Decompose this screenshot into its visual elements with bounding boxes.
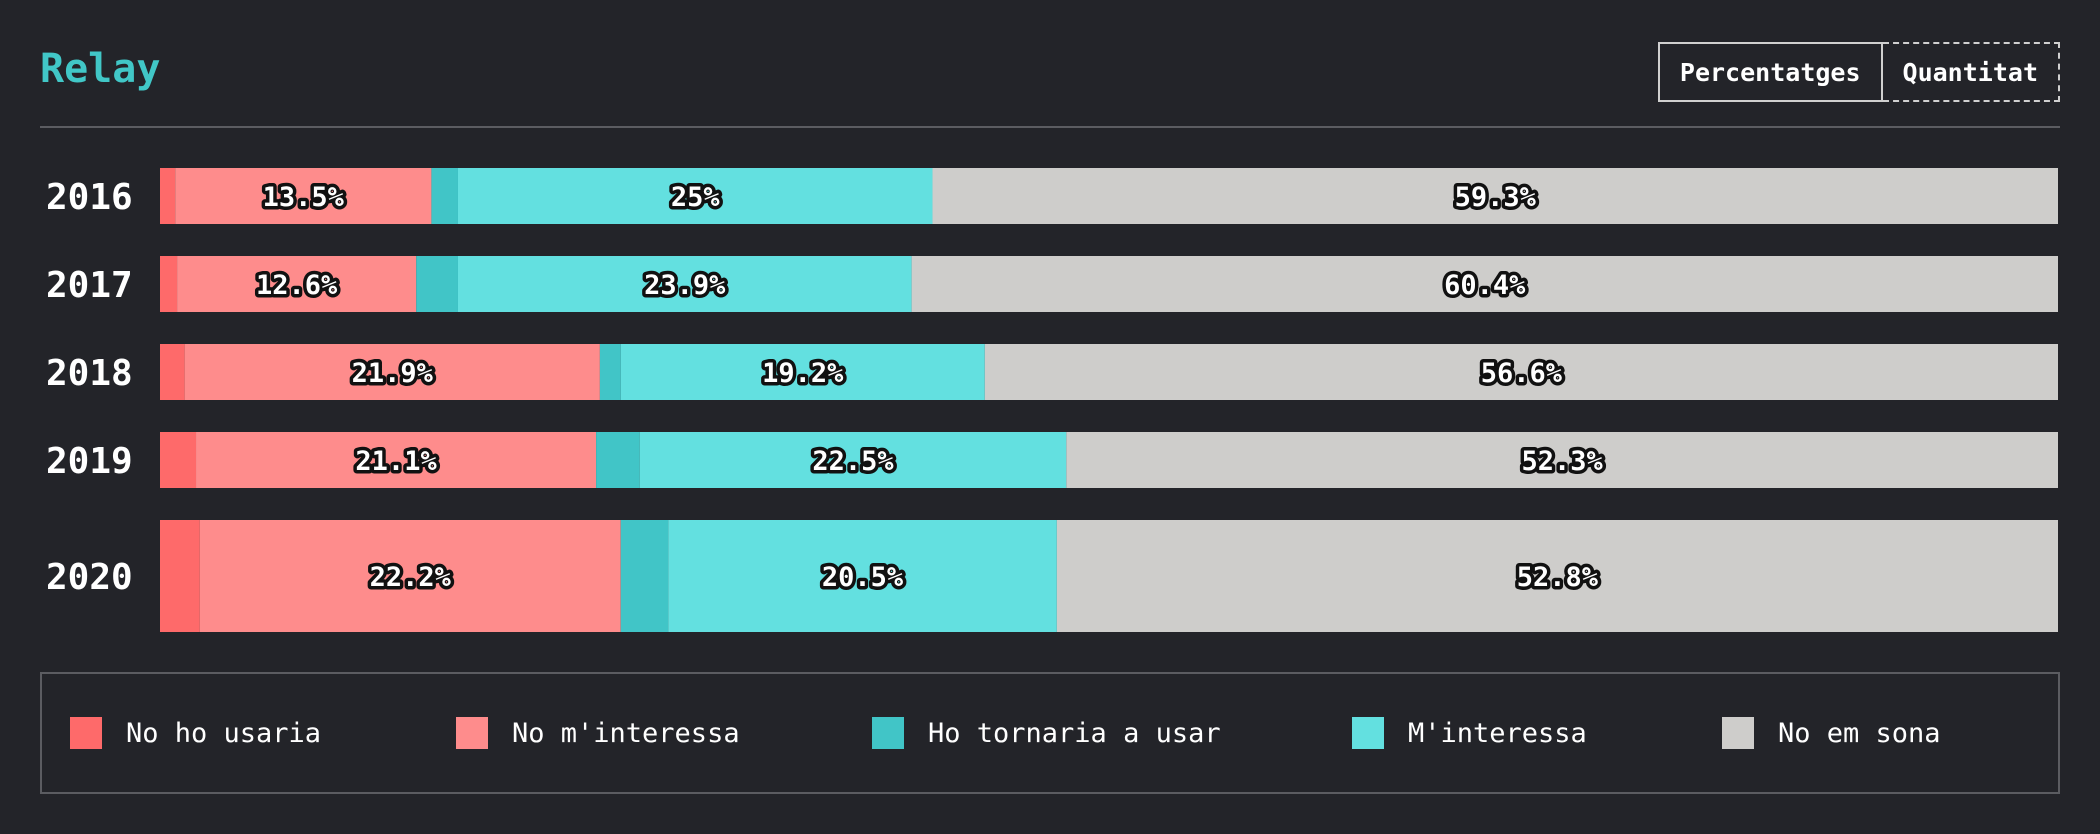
bar-segment-2019-m-interessa[interactable] [639,432,1067,488]
bar-segment-2020-no-em-sona[interactable] [1056,520,2058,632]
bar-segment-2019-no-m-interessa[interactable] [196,432,597,488]
year-label-2019: 2019 [46,441,133,482]
legend: No ho usaria No m'interessa Ho tornaria … [40,672,2060,794]
bar-segment-2017-no-ho-usaria[interactable] [160,256,178,312]
legend-swatch [70,717,102,749]
bar-segment-2020-m-interessa[interactable] [668,520,1057,632]
bar-segment-2018-m-interessa[interactable] [620,344,985,400]
data-label-2020-no-m-interessa: 22.2% [370,562,452,593]
bar-segment-2016-no-ho-usaria[interactable] [160,168,176,224]
percentages-button[interactable]: Percentatges [1657,42,1883,102]
bar-segment-2020-ho-tornaria-a-usar[interactable] [620,520,669,632]
legend-item-ho-tornaria-a-usar[interactable]: Ho tornaria a usar [872,717,1221,749]
quantity-button[interactable]: Quantitat [1882,42,2060,102]
bar-segment-2018-no-ho-usaria[interactable] [160,344,185,400]
data-label-2017-m-interessa: 23.9% [644,270,726,301]
year-label-2018: 2018 [46,353,133,394]
bar-segment-2018-no-m-interessa[interactable] [184,344,600,400]
view-mode-toggle: Percentatges Quantitat [1657,42,2060,102]
year-label-2020: 2020 [46,557,133,598]
data-label-2017-no-m-interessa: 12.6% [256,270,338,301]
legend-label: No ho usaria [126,717,322,749]
legend-label: No m'interessa [512,717,740,749]
legend-swatch [1352,717,1384,749]
bar-segment-2020-no-ho-usaria[interactable] [160,520,200,632]
data-label-2019-no-em-sona: 52.3% [1522,446,1604,477]
bar-segment-2019-no-em-sona[interactable] [1066,432,2058,488]
bar-segment-2020-no-m-interessa[interactable] [199,520,621,632]
legend-item-no-m-interessa[interactable]: No m'interessa [456,717,740,749]
chart-title: Relay [40,46,161,92]
bar-segment-2016-no-m-interessa[interactable] [175,168,432,224]
bar-segment-2018-no-em-sona[interactable] [984,344,2058,400]
bar-segment-2019-no-ho-usaria[interactable] [160,432,197,488]
bar-segment-2017-no-m-interessa[interactable] [177,256,417,312]
data-label-2020-no-em-sona: 52.8% [1517,562,1599,593]
legend-label: M'interessa [1408,717,1587,749]
chart-header: Relay Percentatges Quantitat [40,40,2060,128]
data-label-2019-no-m-interessa: 21.1% [355,446,437,477]
data-label-2020-m-interessa: 20.5% [822,562,904,593]
data-label-2018-no-m-interessa: 21.9% [352,358,434,389]
bar-segment-2016-m-interessa[interactable] [457,168,933,224]
data-label-2016-no-m-interessa: 13.5% [263,182,345,213]
bar-segment-2019-ho-tornaria-a-usar[interactable] [596,432,640,488]
stacked-bar-chart: 2016 13.5% 25% 59.3% 2017 12.6% 23.9% 60.4% 2018… [46,168,2059,632]
year-label-2017: 2017 [46,265,133,306]
data-label-2016-no-em-sona: 59.3% [1455,182,1537,213]
legend-label: Ho tornaria a usar [928,717,1221,749]
data-label-2017-no-em-sona: 60.4% [1444,270,1526,301]
data-label-2019-m-interessa: 22.5% [812,446,894,477]
legend-swatch [456,717,488,749]
data-label-2018-m-interessa: 19.2% [762,358,844,389]
data-label-2018-no-em-sona: 56.6% [1481,358,1563,389]
legend-item-no-em-sona[interactable]: No em sona [1722,717,1941,749]
legend-swatch [872,717,904,749]
year-label-2016: 2016 [46,177,133,218]
bar-segment-2018-ho-tornaria-a-usar[interactable] [599,344,621,400]
bar-segment-2017-ho-tornaria-a-usar[interactable] [416,256,458,312]
data-label-2016-m-interessa: 25% [671,182,721,213]
legend-item-no-ho-usaria[interactable]: No ho usaria [70,717,321,749]
legend-label: No em sona [1778,717,1941,749]
bar-segment-2017-no-em-sona[interactable] [911,256,2059,312]
bar-segment-2016-ho-tornaria-a-usar[interactable] [431,168,458,224]
legend-swatch [1722,717,1754,749]
bar-segment-2016-no-em-sona[interactable] [932,168,2058,224]
bar-segment-2017-m-interessa[interactable] [457,256,912,312]
legend-item-m-interessa[interactable]: M'interessa [1352,717,1587,749]
